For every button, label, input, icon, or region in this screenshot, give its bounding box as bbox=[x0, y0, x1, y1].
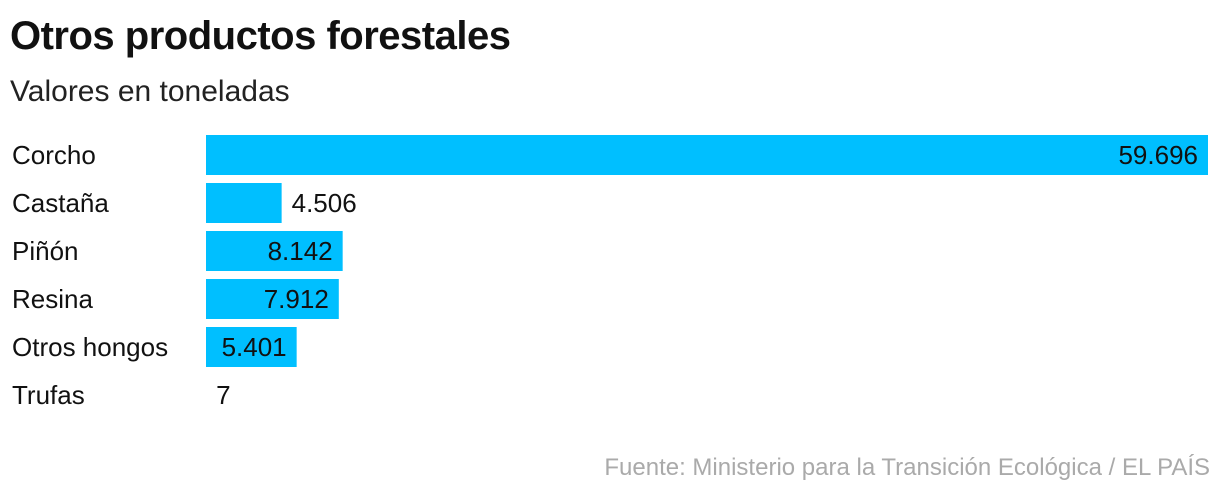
value-label: 5.401 bbox=[222, 332, 287, 362]
category-label: Resina bbox=[12, 284, 93, 314]
category-label: Otros hongos bbox=[12, 332, 168, 362]
chart-title: Otros productos forestales bbox=[10, 14, 511, 58]
bar bbox=[206, 327, 297, 367]
source-note: Fuente: Ministerio para la Transición Ec… bbox=[604, 454, 1210, 481]
category-label: Trufas bbox=[12, 380, 85, 410]
bar bbox=[206, 183, 282, 223]
value-label: 8.142 bbox=[268, 236, 333, 266]
value-label: 59.696 bbox=[1118, 140, 1198, 170]
bar bbox=[206, 135, 1208, 175]
value-label: 7 bbox=[216, 380, 230, 410]
category-label: Corcho bbox=[12, 140, 96, 170]
bar bbox=[206, 231, 343, 271]
chart-subtitle: Valores en toneladas bbox=[10, 75, 290, 108]
category-label: Castaña bbox=[12, 188, 109, 218]
bar bbox=[206, 279, 339, 319]
category-label: Piñón bbox=[12, 236, 79, 266]
value-label: 4.506 bbox=[292, 188, 357, 218]
value-label: 7.912 bbox=[264, 284, 329, 314]
